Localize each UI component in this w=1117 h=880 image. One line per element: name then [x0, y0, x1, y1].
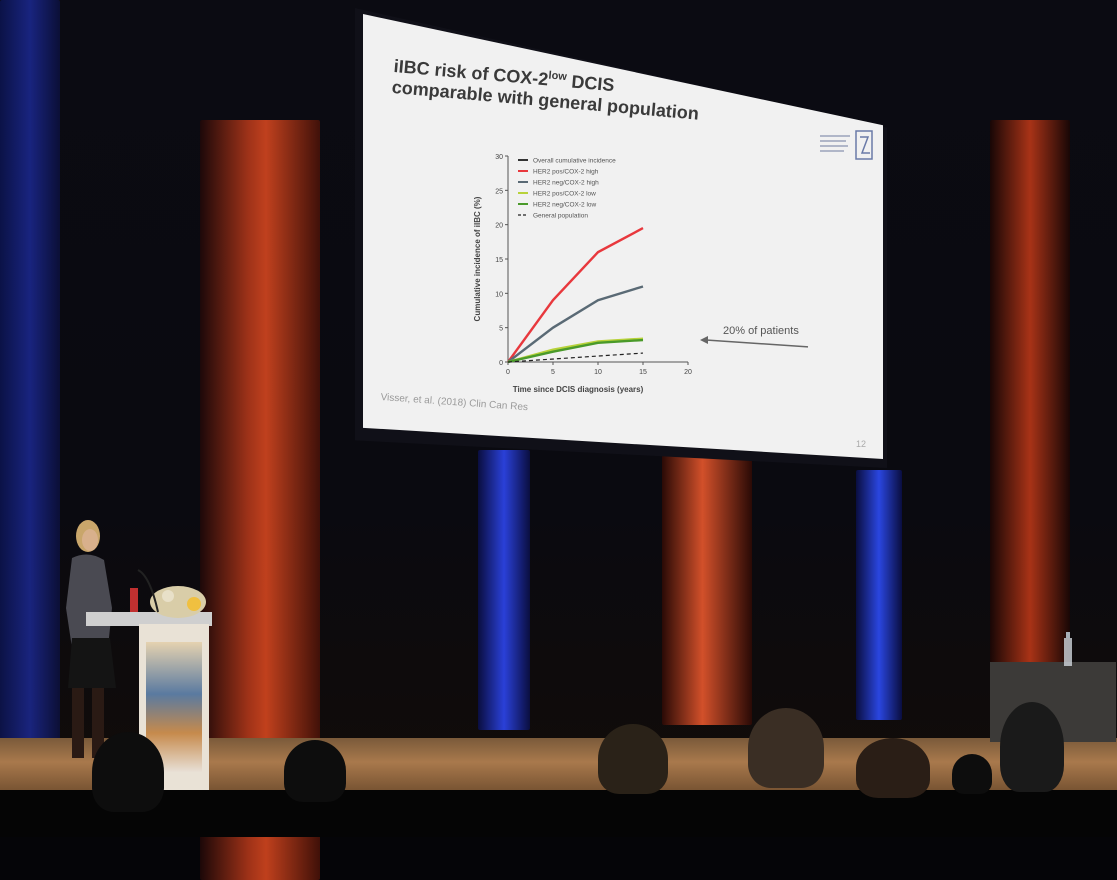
audience-head	[856, 738, 930, 798]
series-line	[507, 338, 644, 364]
audience-head	[284, 740, 346, 802]
legend-label: Overall cumulative incidence	[533, 158, 616, 165]
annotation-arrowhead	[700, 336, 708, 345]
slide-title-sup: low	[548, 69, 568, 84]
audience-head	[598, 724, 668, 794]
x-axis-label: Time since DCIS diagnosis (years)	[513, 385, 644, 394]
institute-logo	[820, 130, 873, 160]
legend-label: General population	[533, 213, 588, 220]
x-tick-label: 15	[639, 369, 647, 376]
series-line	[507, 285, 644, 363]
audience-head	[92, 732, 164, 812]
audience-row	[0, 790, 1117, 837]
water-bottle	[1064, 632, 1072, 666]
flower-bouquet	[150, 586, 206, 618]
x-tick-label: 20	[684, 369, 692, 376]
curtain-red-center	[662, 455, 752, 725]
slide-number: 12	[856, 439, 867, 449]
y-tick-label: 15	[495, 257, 503, 264]
legend-label: HER2 neg/COX-2 high	[533, 180, 599, 187]
annotation-arrow	[705, 339, 809, 348]
x-tick-label: 10	[594, 369, 602, 376]
audience-head	[1000, 702, 1064, 792]
x-tick-label: 0	[506, 369, 510, 376]
microphone	[130, 569, 159, 613]
slide-title: iIBC risk of COX-2low DCIS comparable wi…	[391, 52, 724, 127]
legend-label: HER2 pos/COX-2 high	[533, 169, 599, 176]
x-tick-label: 5	[551, 369, 555, 376]
y-tick-label: 10	[495, 291, 503, 298]
slide-title-end: DCIS	[565, 71, 616, 96]
curtain-blue-center	[478, 450, 530, 730]
audience-head	[952, 754, 992, 794]
curtain-blue-right	[856, 470, 902, 720]
annotation-label: 20% of patients	[723, 325, 799, 337]
series-line	[507, 227, 644, 363]
incidence-chart: 0 5 10 15 20 25 30 0 5 10 15 20 Time since DCIS diag…	[473, 154, 809, 394]
projection-screen: iIBC risk of COX-2low DCIS comparable wi…	[355, 8, 887, 468]
legend-label: HER2 pos/COX-2 low	[533, 191, 596, 198]
y-axis-label: Cumulative incidence of iIBC (%)	[473, 196, 482, 321]
curtain-blue-left	[0, 0, 60, 760]
y-tick-label: 0	[499, 360, 503, 367]
y-tick-label: 30	[495, 154, 503, 161]
presentation-slide: iIBC risk of COX-2low DCIS comparable wi…	[363, 14, 883, 459]
y-tick-label: 20	[495, 223, 503, 230]
series-line	[507, 352, 644, 363]
y-tick-label: 5	[499, 326, 503, 333]
legend-label: HER2 neg/COX-2 low	[533, 202, 597, 209]
curtain-red-right	[990, 120, 1070, 680]
audience-head	[748, 708, 824, 788]
y-tick-label: 25	[495, 188, 503, 195]
